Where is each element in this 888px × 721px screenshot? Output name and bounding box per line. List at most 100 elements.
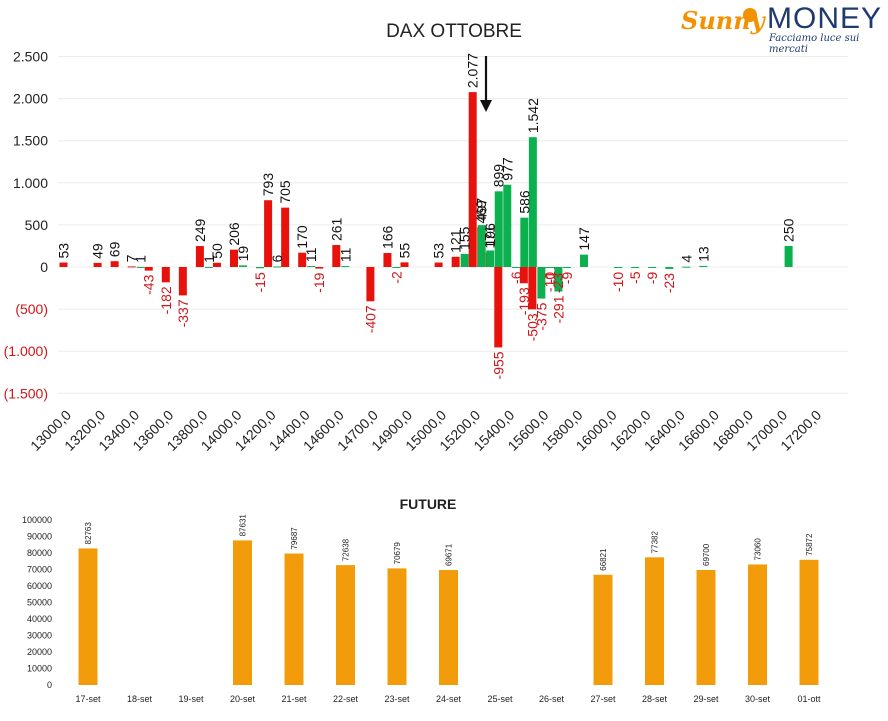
bar (332, 245, 341, 267)
data-label: 19 (235, 246, 251, 262)
x-tick-label: 18-set (127, 694, 153, 704)
bar (528, 267, 537, 310)
data-label: 53 (56, 243, 72, 259)
bar (503, 184, 512, 267)
x-tick-label: 29-set (693, 694, 719, 704)
data-label: 155 (457, 226, 473, 250)
chart-title: FUTURE (400, 496, 457, 512)
data-label: 11 (303, 247, 319, 262)
bar (195, 246, 204, 267)
bar (528, 137, 537, 267)
bar (696, 569, 716, 685)
data-label: 53 (431, 243, 447, 259)
bar (468, 92, 477, 267)
y-tick-label: 0 (40, 259, 48, 275)
bar (387, 568, 407, 685)
gridlines (58, 56, 848, 394)
data-label: -43 (141, 274, 157, 294)
x-tick-label: 24-set (436, 694, 462, 704)
bar (665, 267, 674, 269)
bar (366, 267, 375, 302)
bar (554, 267, 563, 292)
bar (307, 266, 316, 268)
data-label: 72638 (342, 538, 351, 561)
bar (748, 564, 767, 685)
data-label: -9 (559, 272, 575, 285)
bar (614, 267, 623, 268)
data-label: -19 (311, 272, 327, 292)
data-label: -6 (508, 271, 524, 284)
data-label: 13 (695, 246, 711, 262)
data-label: -5 (627, 271, 643, 284)
bar (562, 267, 571, 268)
data-label: 705 (277, 180, 293, 204)
data-label: 6 (269, 254, 285, 262)
data-label: 50 (209, 243, 225, 259)
bar (281, 207, 290, 267)
y-tick-label: 70000 (27, 565, 52, 575)
data-label: 1 (201, 255, 217, 263)
data-label: 899 (491, 164, 507, 188)
bar (545, 267, 554, 268)
data-label: 79687 (290, 527, 299, 550)
data-label: 469 (473, 200, 489, 224)
y-tick-label: 1.000 (13, 175, 48, 191)
bar (520, 217, 529, 267)
data-label: 49 (90, 243, 106, 259)
data-label: 977 (499, 157, 515, 181)
bar (699, 265, 708, 267)
bar (383, 253, 392, 267)
y-tick-label: 2.500 (13, 49, 48, 65)
y-tick-label: 60000 (27, 581, 52, 591)
data-label: 206 (226, 222, 242, 246)
x-tick-label: 27-set (590, 694, 616, 704)
x-tick-label: 26-set (539, 694, 565, 704)
data-label: 69 (107, 241, 123, 257)
bar (256, 267, 265, 269)
bar (784, 245, 793, 267)
bar (460, 253, 469, 267)
data-labels: 82763 87631 79687 72638 70679 69671 66821 77382… (84, 514, 814, 571)
data-label: 66821 (599, 548, 608, 571)
data-label: -955 (490, 351, 506, 379)
sunny-money-logo: Sunny MONEY Facciamo luce sui mercati (681, 2, 886, 55)
bars (78, 540, 819, 685)
bar (580, 254, 588, 267)
bar (494, 267, 503, 348)
bar (341, 266, 350, 268)
y-tick-label: (500) (15, 301, 48, 317)
bar (178, 267, 187, 296)
bar (144, 267, 153, 271)
bar (511, 267, 520, 268)
data-label: -337 (175, 299, 191, 327)
data-label: -10 (610, 272, 626, 292)
data-label: 196 (482, 223, 498, 247)
sun-icon (743, 8, 757, 22)
bar (645, 557, 664, 685)
bar (486, 250, 495, 267)
data-label: 147 (576, 227, 592, 251)
data-label: 1 (133, 255, 149, 263)
data-label: 497 (474, 198, 490, 222)
x-tick-label: 22-set (333, 694, 359, 704)
data-label: 249 (192, 218, 208, 242)
logo-tagline: Facciamo luce sui mercati (769, 33, 860, 55)
data-label: -15 (252, 272, 268, 292)
bar (477, 225, 486, 267)
y-tick-label: 20000 (27, 647, 52, 657)
y-tick-label: 0 (47, 680, 52, 690)
bar (127, 266, 136, 268)
y-tick-label: 30000 (27, 631, 52, 641)
bar (264, 200, 273, 267)
bar (682, 266, 691, 268)
bar (239, 265, 247, 267)
y-axis: 0 10000 20000 30000 40000 50000 60000 70000 8000… (22, 515, 52, 690)
data-label: 87631 (239, 514, 248, 537)
bar (204, 266, 213, 268)
x-tick-label: 01-ott (797, 694, 821, 704)
y-tick-label: (1.000) (4, 343, 48, 359)
chart-title: DAX OTTOBRE (386, 21, 522, 42)
bar (233, 540, 252, 685)
data-label: -193 (516, 287, 532, 315)
